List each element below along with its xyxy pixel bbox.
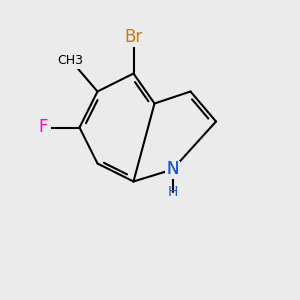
Text: N: N — [166, 160, 179, 178]
FancyBboxPatch shape — [120, 28, 147, 46]
FancyBboxPatch shape — [57, 51, 84, 69]
Text: F: F — [39, 118, 48, 136]
Text: CH3: CH3 — [58, 53, 83, 67]
FancyBboxPatch shape — [36, 118, 51, 136]
Text: H: H — [167, 185, 178, 199]
Text: N: N — [166, 160, 179, 178]
FancyBboxPatch shape — [165, 160, 180, 178]
Text: Br: Br — [124, 28, 142, 46]
